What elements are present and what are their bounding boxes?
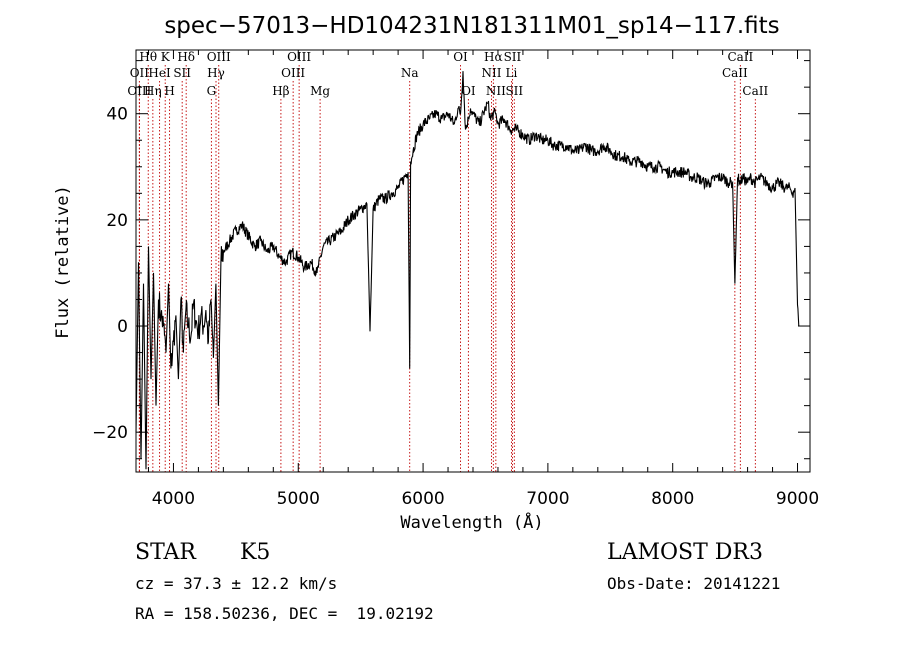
spectral-line-label: OIII xyxy=(127,84,151,98)
spectral-line-label: Li xyxy=(506,66,518,80)
x-tick-label: 7000 xyxy=(526,489,569,509)
x-tick-label: 5000 xyxy=(277,489,320,509)
spectral-line-label: OIII xyxy=(281,66,305,80)
y-tick-label: 40 xyxy=(106,105,128,125)
y-tick-label: 20 xyxy=(106,211,128,231)
spectral-line-label: CaII xyxy=(742,84,768,98)
spectral-line-label: H xyxy=(164,84,174,98)
y-axis: −20 0 20 40 xyxy=(92,60,810,460)
chart-title: spec−57013−HD104231N181311M01_sp14−117.f… xyxy=(164,13,779,39)
ra-dec-coordinates: RA = 158.50236, DEC = 19.02192 xyxy=(135,604,434,623)
spectral-line-label: CaII xyxy=(727,50,753,64)
spectral-line-label: Hη xyxy=(144,84,162,98)
spectral-line-label: OIII xyxy=(207,50,231,64)
x-axis-title: Wavelength (Å) xyxy=(400,511,543,533)
spectral-line-label: Hγ xyxy=(207,66,225,80)
spectral-line-label: SII xyxy=(504,50,522,64)
spectral-line-label: Mg xyxy=(310,84,330,98)
y-tick-label: −20 xyxy=(92,423,128,443)
spectral-line-label: OI xyxy=(453,50,468,64)
x-tick-label: 4000 xyxy=(152,489,195,509)
spectral-line-label: OI xyxy=(461,84,476,98)
spectral-line-label: G xyxy=(207,84,217,98)
spectral-line-label: Hθ xyxy=(139,50,157,64)
spectral-line-label: NII xyxy=(481,66,501,80)
x-tick-label: 9000 xyxy=(776,489,819,509)
y-axis-title: Flux (relative) xyxy=(53,185,73,339)
spectral-line-label: Hδ xyxy=(177,50,195,64)
object-class: STAR xyxy=(135,540,196,565)
observation-date: Obs-Date: 20141221 xyxy=(607,574,781,593)
spectral-line-label: NII xyxy=(486,84,506,98)
spectral-line-label: CaII xyxy=(722,66,748,80)
x-tick-label: 8000 xyxy=(651,489,694,509)
spectrum-series-line xyxy=(135,71,800,470)
spectral-line-label: Hβ xyxy=(272,84,289,98)
object-subclass: K5 xyxy=(240,540,271,565)
survey-name: LAMOST DR3 xyxy=(607,540,763,565)
spectral-line-label: Hα xyxy=(484,50,503,64)
redshift-cz: cz = 37.3 ± 12.2 km/s xyxy=(135,574,338,593)
y-tick-label: 0 xyxy=(117,317,128,337)
spectral-line-label: OII xyxy=(130,66,150,80)
spectral-line-label: OIII xyxy=(287,50,311,64)
spectral-line-label: SII xyxy=(173,66,191,80)
spectral-line-label: HeI xyxy=(148,66,171,80)
spectral-line-label: SII xyxy=(505,84,523,98)
spectral-line-markers xyxy=(138,65,756,472)
spectral-line-label: Na xyxy=(401,66,419,80)
x-tick-label: 6000 xyxy=(401,489,444,509)
x-axis: 4000 5000 6000 7000 8000 9000 xyxy=(147,50,819,509)
spectral-line-label: K xyxy=(161,50,171,64)
